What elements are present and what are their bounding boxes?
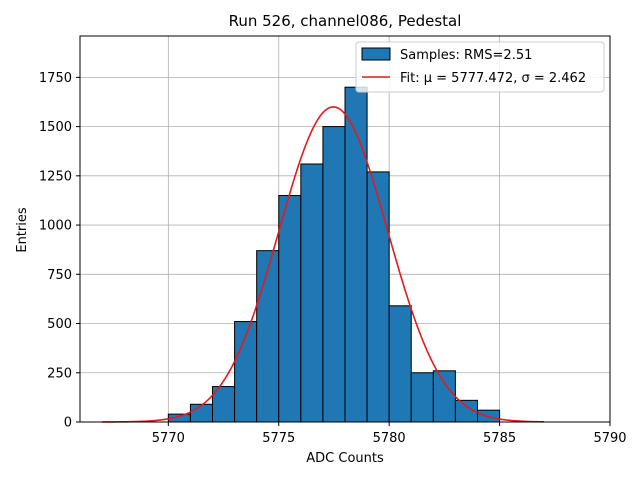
y-tick-label: 1000: [39, 219, 72, 234]
y-tick-label: 1250: [39, 169, 72, 184]
chart-title: Run 526, channel086, Pedestal: [229, 12, 462, 30]
histogram-bar: [300, 163, 324, 423]
histogram-bar: [256, 250, 280, 423]
histogram-bar: [366, 171, 390, 423]
y-axis-label: Entries: [15, 207, 30, 253]
histogram-bar: [410, 372, 434, 423]
legend-patch-samples: [361, 47, 391, 61]
histogram-bar: [388, 305, 412, 423]
y-tick-label: 500: [47, 317, 72, 332]
y-tick-label: 0: [64, 416, 72, 431]
x-tick-label: 5790: [593, 431, 626, 446]
y-tick-label: 250: [47, 366, 72, 381]
histogram-bar: [432, 370, 456, 423]
histogram-bar: [189, 403, 214, 423]
x-tick-label: 5770: [152, 431, 185, 446]
axes: [76, 35, 611, 426]
legend-label-samples: Samples: RMS=2.51: [400, 48, 532, 63]
x-axis-label: ADC Counts: [306, 451, 384, 466]
x-tick-label: 5780: [373, 431, 406, 446]
y-tick-label: 750: [47, 268, 72, 283]
legend-box: [355, 41, 605, 93]
tick-labels: 5770 5775 5780 5785 5790 0 250 500 750 1000 1250 15…: [39, 71, 627, 446]
histogram-bars: [167, 86, 501, 423]
histogram-bar: [322, 126, 346, 423]
y-tick-label: 1750: [39, 71, 72, 86]
histogram-bar: [278, 195, 302, 423]
legend-label-fit: Fit: μ = 5777.472, σ = 2.462: [400, 71, 586, 86]
histogram-bar: [344, 86, 368, 423]
legend: Samples: RMS=2.51 Fit: μ = 5777.472, σ =…: [355, 41, 605, 93]
y-tick-label: 1500: [39, 120, 72, 135]
x-tick-label: 5785: [483, 431, 516, 446]
fit-curve: [102, 106, 544, 423]
plot-frame: [79, 35, 611, 423]
fit-curve-layer: [102, 106, 544, 423]
x-tick-label: 5775: [262, 431, 295, 446]
